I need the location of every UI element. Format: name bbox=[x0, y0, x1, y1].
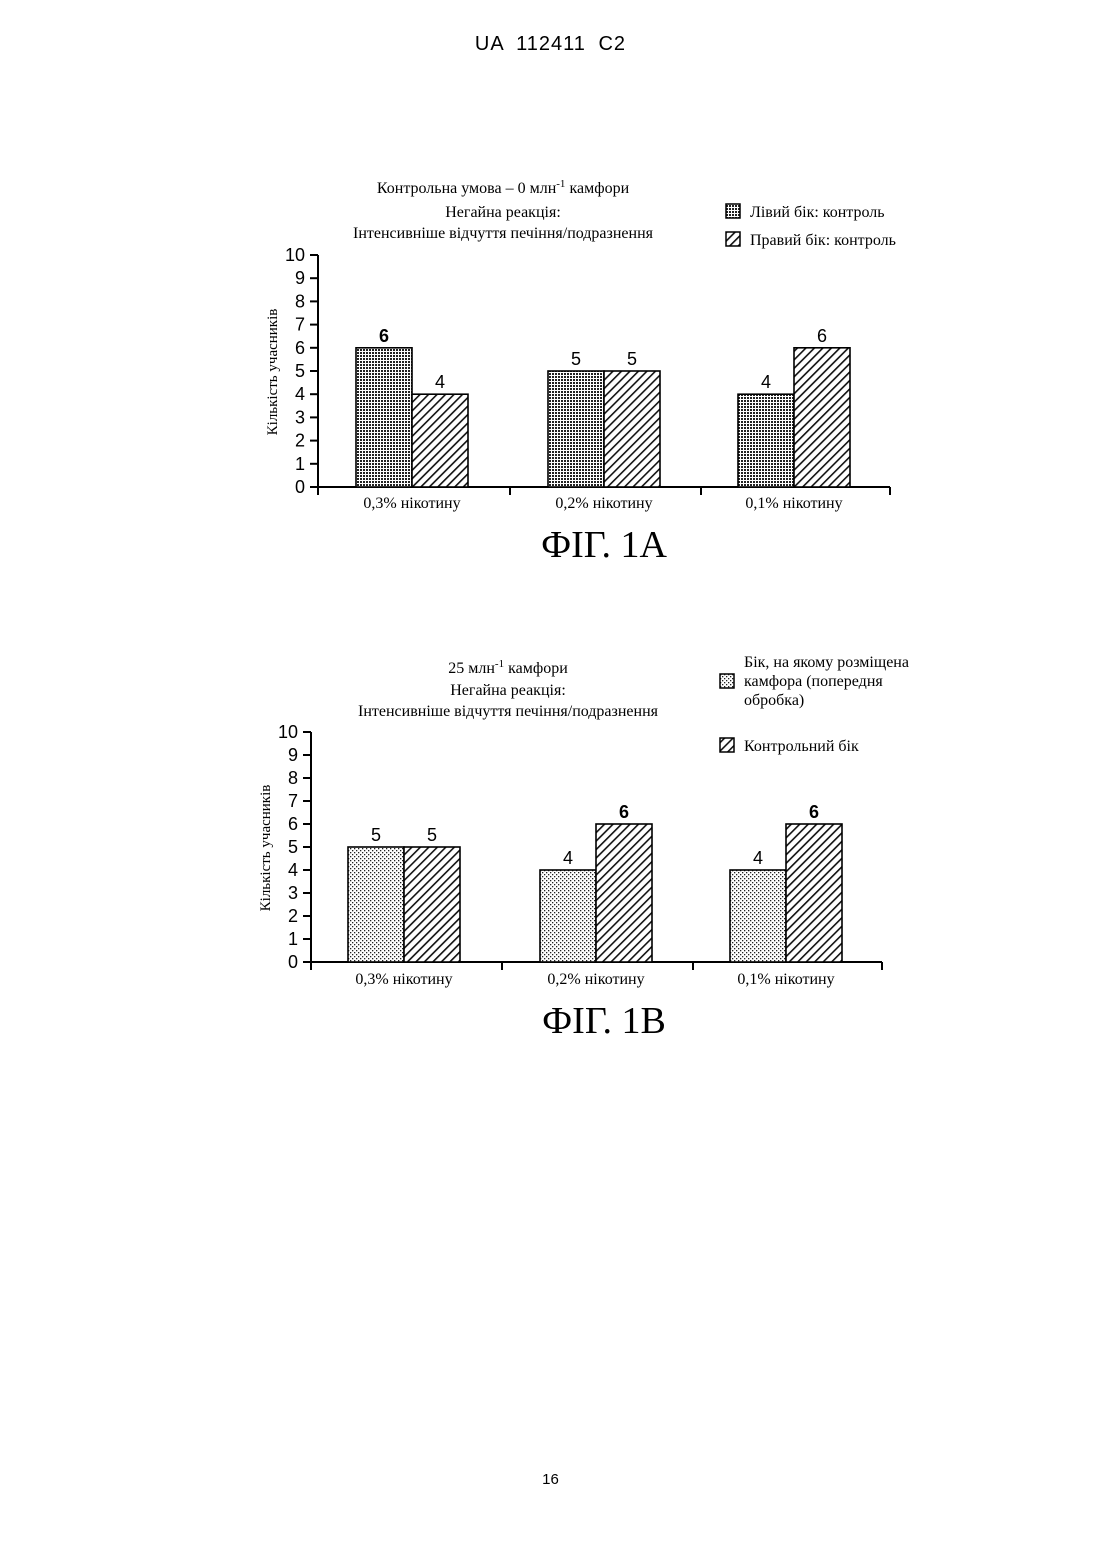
fig1a-bar-series2 bbox=[794, 348, 850, 487]
fig1a-subtitle-1: Негайна реакція: bbox=[445, 204, 561, 221]
fig1b-y-tick-label: 7 bbox=[288, 791, 298, 811]
fig1a-bar-series2 bbox=[604, 371, 660, 487]
fig1a-legend-label: Правий бік: контроль bbox=[750, 232, 896, 249]
fig1b-legend-swatch bbox=[720, 738, 734, 752]
fig1b-bar-series2 bbox=[404, 847, 460, 962]
fig1b-y-tick-label: 9 bbox=[288, 745, 298, 765]
fig1a-y-tick-label: 5 bbox=[295, 361, 305, 381]
fig1a-y-tick-label: 10 bbox=[285, 245, 305, 265]
fig1a-data-label: 4 bbox=[761, 372, 771, 392]
fig1b-y-tick-label: 6 bbox=[288, 814, 298, 834]
fig1a-y-tick-label: 9 bbox=[295, 268, 305, 288]
fig1b-data-label: 4 bbox=[753, 848, 763, 868]
fig1a-category-label: 0,1% нікотину bbox=[745, 495, 842, 512]
figure-1a-chart: Контрольна умова – 0 млн-1 камфори Негайн… bbox=[0, 160, 1101, 580]
fig1a-category-label: 0,2% нікотину bbox=[555, 495, 652, 512]
fig1b-category-label: 0,3% нікотину bbox=[355, 971, 452, 988]
fig1a-y-tick-label: 1 bbox=[295, 454, 305, 474]
fig1b-y-axis-label: Кількість учасників bbox=[258, 785, 274, 912]
fig1a-y-tick-label: 2 bbox=[295, 431, 305, 451]
fig1a-bar-series1 bbox=[548, 371, 604, 487]
fig1b-category-label: 0,1% нікотину bbox=[737, 971, 834, 988]
fig1b-data-label: 4 bbox=[563, 848, 573, 868]
fig1b-y-tick-label: 5 bbox=[288, 837, 298, 857]
fig1a-data-label: 6 bbox=[817, 326, 827, 346]
fig1b-bar-series2 bbox=[786, 824, 842, 962]
fig1a-bar-series1 bbox=[738, 394, 794, 487]
fig1b-data-label: 6 bbox=[619, 802, 629, 822]
fig1a-y-tick-label: 3 bbox=[295, 407, 305, 427]
fig1b-bar-series1 bbox=[540, 870, 596, 962]
fig1a-y-axis-label: Кількість учасників bbox=[265, 309, 281, 436]
fig1a-y-tick-label: 6 bbox=[295, 338, 305, 358]
fig1a-title: Контрольна умова – 0 млн-1 камфори bbox=[377, 178, 630, 197]
fig1a-bar-series1 bbox=[356, 348, 412, 487]
fig1b-data-label: 6 bbox=[809, 802, 819, 822]
fig1b-bar-series1 bbox=[348, 847, 404, 962]
fig1a-legend-label: Лівий бік: контроль bbox=[750, 204, 885, 221]
fig1b-subtitle-2: Інтенсивніше відчуття печіння/подразненн… bbox=[358, 703, 659, 720]
fig1a-data-label: 5 bbox=[627, 349, 637, 369]
fig1b-y-tick-label: 2 bbox=[288, 906, 298, 926]
patent-header: UA 112411 C2 bbox=[0, 33, 1101, 56]
fig1b-caption: ФІГ. 1В bbox=[542, 1000, 666, 1042]
fig1a-bar-series2 bbox=[412, 394, 468, 487]
fig1a-y-tick-label: 8 bbox=[295, 291, 305, 311]
fig1b-bar-series2 bbox=[596, 824, 652, 962]
fig1a-legend-swatch bbox=[726, 232, 740, 246]
fig1b-y-tick-label: 3 bbox=[288, 883, 298, 903]
fig1b-y-tick-label: 10 bbox=[278, 722, 298, 742]
fig1a-y-tick-label: 4 bbox=[295, 384, 305, 404]
fig1a-data-label: 5 bbox=[571, 349, 581, 369]
fig1b-legend-label: Контрольний бік bbox=[744, 738, 859, 755]
fig1a-y-tick-label: 7 bbox=[295, 315, 305, 335]
fig1b-title: 25 млн-1 камфори bbox=[448, 658, 568, 677]
fig1b-subtitle-1: Негайна реакція: bbox=[450, 682, 566, 699]
fig1b-y-tick-label: 4 bbox=[288, 860, 298, 880]
fig1a-caption: ФІГ. 1А bbox=[541, 524, 667, 566]
fig1b-legend-label: Бік, на якому розміщенакамфора (попередн… bbox=[744, 654, 909, 709]
fig1a-data-label: 6 bbox=[379, 326, 389, 346]
fig1a-data-label: 4 bbox=[435, 372, 445, 392]
fig1b-category-label: 0,2% нікотину bbox=[547, 971, 644, 988]
fig1a-category-label: 0,3% нікотину bbox=[363, 495, 460, 512]
fig1b-y-tick-label: 8 bbox=[288, 768, 298, 788]
fig1a-subtitle-2: Інтенсивніше відчуття печіння/подразненн… bbox=[353, 225, 654, 242]
fig1b-bar-series1 bbox=[730, 870, 786, 962]
fig1b-y-tick-label: 1 bbox=[288, 929, 298, 949]
figure-1b-chart: 25 млн-1 камфори Негайна реакція: Інтенсив… bbox=[0, 630, 1101, 1060]
fig1b-data-label: 5 bbox=[371, 825, 381, 845]
page-number: 16 bbox=[0, 1471, 1101, 1488]
fig1a-legend-swatch bbox=[726, 204, 740, 218]
fig1b-data-label: 5 bbox=[427, 825, 437, 845]
fig1a-y-tick-label: 0 bbox=[295, 477, 305, 497]
fig1b-y-tick-label: 0 bbox=[288, 952, 298, 972]
fig1b-legend-swatch bbox=[720, 674, 734, 688]
